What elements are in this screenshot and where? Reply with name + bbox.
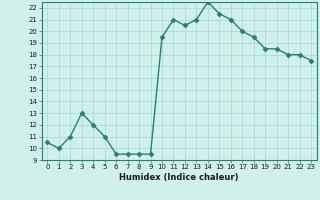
- X-axis label: Humidex (Indice chaleur): Humidex (Indice chaleur): [119, 173, 239, 182]
